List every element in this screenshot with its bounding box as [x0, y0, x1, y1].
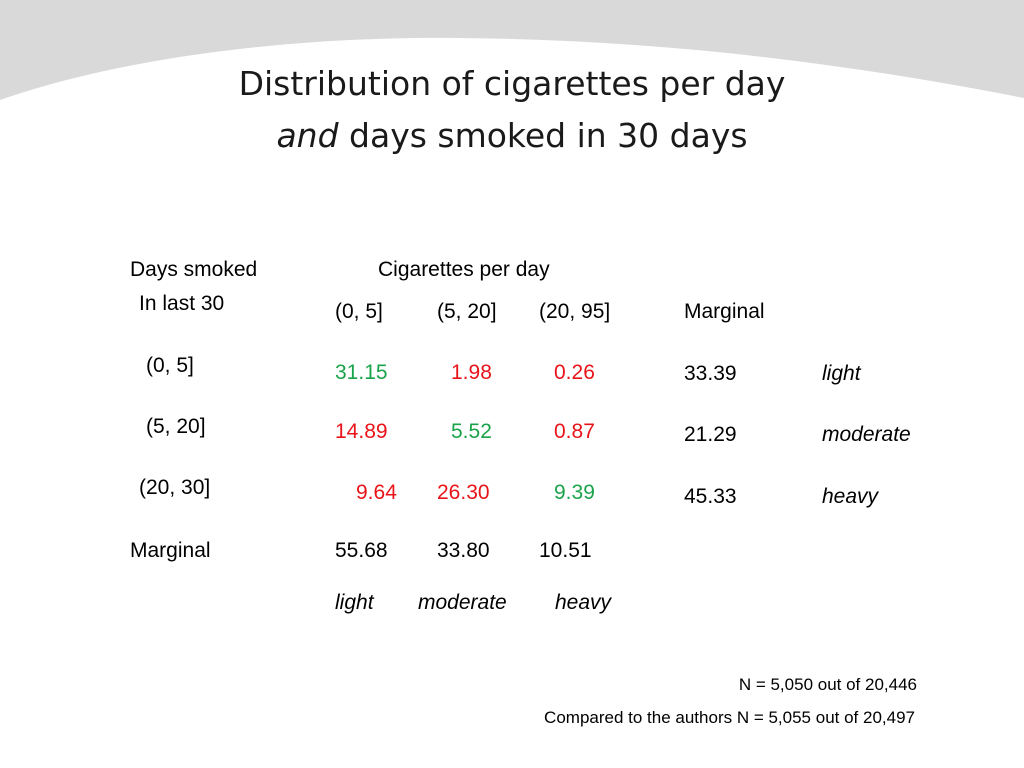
- row-header-line-1: Days smoked: [130, 258, 258, 281]
- table-cell: 31.15: [335, 361, 388, 384]
- row-marginal: 21.29: [684, 423, 737, 446]
- table-cell: 0.26: [554, 361, 595, 384]
- column-category: heavy: [555, 591, 612, 614]
- column-header: (5, 20]: [437, 300, 497, 323]
- marginal-row-value: 10.51: [539, 539, 592, 562]
- column-category: light: [335, 591, 374, 614]
- row-category: moderate: [822, 423, 911, 446]
- table-cell: 14.89: [335, 420, 388, 443]
- marginal-row-label: Marginal: [130, 539, 211, 562]
- slide-title: Distribution of cigarettes per day and d…: [0, 62, 1024, 158]
- title-line-2-rest: days smoked in 30 days: [338, 116, 748, 155]
- row-header-line-2: In last 30: [139, 292, 225, 315]
- table-cell: 0.87: [554, 420, 595, 443]
- row-category: light: [822, 362, 861, 385]
- row-label: (20, 30]: [139, 476, 211, 499]
- table-cell: 1.98: [451, 361, 492, 384]
- row-marginal: 45.33: [684, 485, 737, 508]
- comparison-note: Compared to the authors N = 5,055 out of…: [544, 708, 915, 727]
- row-label: (5, 20]: [146, 415, 206, 438]
- column-category: moderate: [418, 591, 507, 614]
- table-cell: 9.39: [554, 481, 595, 504]
- title-and-word: and: [276, 116, 339, 155]
- table-cell: 26.30: [437, 481, 490, 504]
- row-label: (0, 5]: [146, 354, 194, 377]
- marginal-row-value: 55.68: [335, 539, 388, 562]
- marginal-column-header: Marginal: [684, 300, 765, 323]
- column-header: (20, 95]: [539, 300, 611, 323]
- column-header: (0, 5]: [335, 300, 383, 323]
- header-banner: [0, 0, 1024, 100]
- row-category: heavy: [822, 485, 879, 508]
- title-line-1: Distribution of cigarettes per day: [238, 64, 786, 103]
- row-marginal: 33.39: [684, 362, 737, 385]
- table-cell: 5.52: [451, 420, 492, 443]
- column-group-header: Cigarettes per day: [378, 258, 550, 281]
- title-line-2: and days smoked in 30 days: [0, 114, 1024, 158]
- marginal-row-value: 33.80: [437, 539, 490, 562]
- sample-size-note: N = 5,050 out of 20,446: [738, 675, 917, 694]
- table-cell: 9.64: [356, 481, 397, 504]
